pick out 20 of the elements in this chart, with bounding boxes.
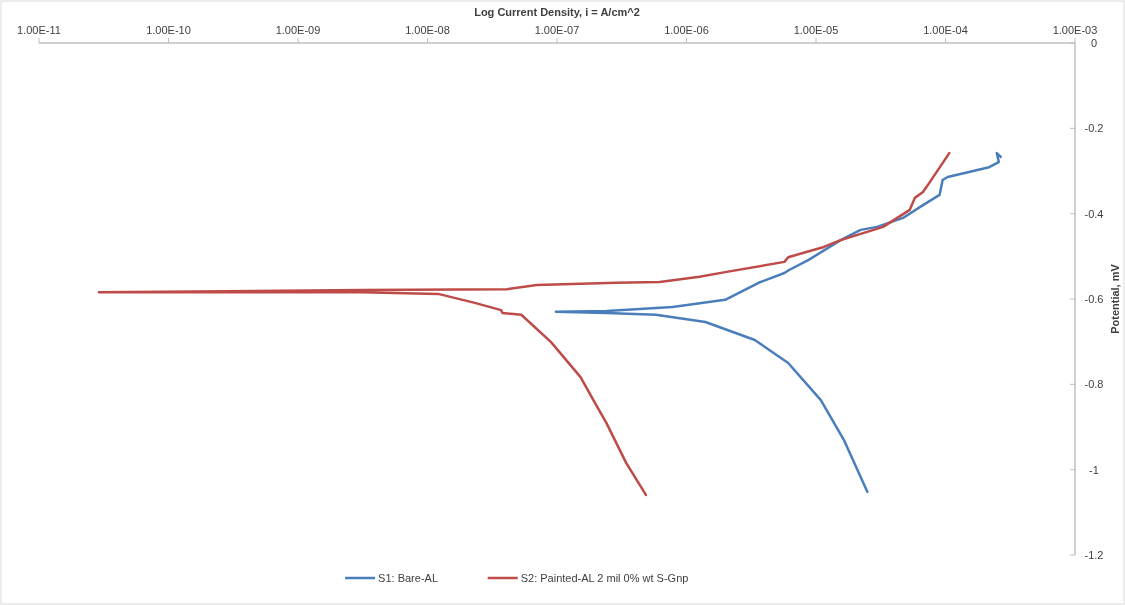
legend-label: S2: Painted-AL 2 mil 0% wt S-Gnp — [520, 572, 689, 584]
x-tick-label: 1.00E-08 — [405, 24, 450, 36]
chart-title: Log Current Density, i = A/cm^2 — [474, 6, 640, 18]
y-tick-label: -0.4 — [1084, 207, 1104, 220]
x-tick-label: 1.00E-07 — [534, 24, 580, 36]
legend-label: S1: Bare-AL — [378, 572, 439, 584]
y-axis-title: Potential, mV — [1109, 263, 1121, 334]
y-tick-label: -1.2 — [1084, 549, 1104, 561]
y-tick-label: 0 — [1090, 37, 1098, 49]
x-tick-label: 1.00E-06 — [664, 24, 709, 36]
x-tick-label: 1.00E-03 — [1052, 24, 1098, 36]
x-tick-label: 1.00E-09 — [275, 24, 321, 36]
y-tick-label: -0.2 — [1084, 122, 1104, 135]
x-tick-label: 1.00E-04 — [923, 24, 968, 36]
x-tick-label: 1.00E-10 — [146, 24, 191, 36]
x-tick-label: 1.00E-05 — [793, 24, 839, 36]
x-tick-label: 1.00E-11 — [17, 24, 61, 36]
y-tick-label: -0.8 — [1084, 378, 1104, 391]
y-tick-label: -1 — [1089, 463, 1099, 476]
y-tick-label: -0.6 — [1084, 293, 1104, 305]
